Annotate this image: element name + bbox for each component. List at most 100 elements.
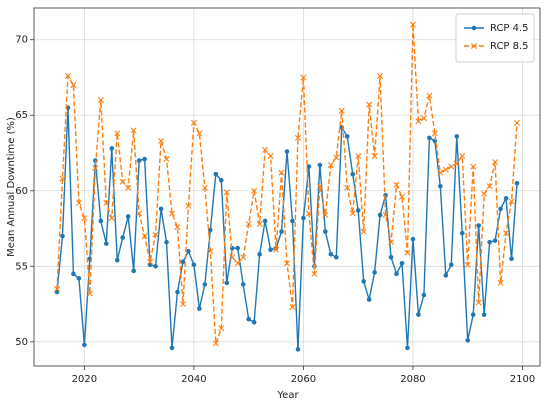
point xyxy=(120,235,126,240)
point xyxy=(497,279,504,286)
point xyxy=(316,183,323,190)
point xyxy=(70,82,77,89)
point xyxy=(207,248,214,255)
point xyxy=(415,118,422,125)
point xyxy=(453,160,460,167)
point xyxy=(492,159,499,166)
point xyxy=(142,156,147,162)
point xyxy=(245,221,252,227)
y-tick-label: 70 xyxy=(15,35,28,46)
line xyxy=(56,107,518,350)
y-tick-label: 60 xyxy=(15,186,28,197)
point xyxy=(481,190,488,197)
point xyxy=(64,72,71,79)
point xyxy=(470,163,477,170)
point xyxy=(300,74,307,81)
point xyxy=(158,137,165,144)
point xyxy=(372,270,377,275)
point xyxy=(273,246,280,253)
point xyxy=(153,264,158,269)
x-tick-label: 2080 xyxy=(400,374,425,385)
point xyxy=(267,153,274,160)
point xyxy=(377,72,384,79)
point xyxy=(355,208,361,213)
point xyxy=(420,115,427,122)
point xyxy=(487,239,492,245)
point xyxy=(257,251,262,257)
point xyxy=(377,212,383,218)
point xyxy=(399,193,405,200)
point xyxy=(60,233,65,239)
point xyxy=(125,214,131,219)
x-tick-label: 2060 xyxy=(291,374,316,385)
legend-box xyxy=(455,13,535,63)
point xyxy=(284,149,290,154)
point xyxy=(103,199,110,206)
point xyxy=(431,130,438,137)
point xyxy=(59,175,66,182)
point xyxy=(432,138,438,144)
point xyxy=(224,280,230,286)
point xyxy=(97,97,104,104)
point xyxy=(410,236,416,242)
point xyxy=(164,239,169,245)
point xyxy=(459,230,465,236)
point xyxy=(240,254,247,261)
point xyxy=(179,301,186,308)
point xyxy=(333,154,340,161)
point xyxy=(196,130,203,137)
point xyxy=(109,146,115,151)
y-tick-label: 50 xyxy=(15,337,28,348)
legend-marker xyxy=(471,25,477,31)
point xyxy=(152,231,159,238)
point xyxy=(366,297,372,302)
line xyxy=(56,24,518,344)
point xyxy=(476,223,481,228)
y-tick-label: 55 xyxy=(15,261,28,272)
point xyxy=(294,134,301,141)
point xyxy=(361,279,366,284)
point xyxy=(114,257,120,263)
point xyxy=(201,184,208,191)
point xyxy=(514,119,520,126)
point xyxy=(186,248,191,254)
point xyxy=(322,211,329,218)
point xyxy=(509,256,514,262)
point xyxy=(366,101,373,108)
point xyxy=(514,180,520,186)
point xyxy=(427,135,432,141)
point xyxy=(355,153,362,160)
point xyxy=(448,262,454,268)
point xyxy=(448,163,455,170)
point xyxy=(295,347,301,352)
point xyxy=(54,285,60,292)
point xyxy=(234,260,241,267)
point xyxy=(475,299,482,306)
point xyxy=(212,340,219,347)
point xyxy=(81,214,88,221)
point xyxy=(416,312,421,317)
point xyxy=(213,171,219,177)
point xyxy=(191,262,197,268)
point xyxy=(371,153,378,160)
point xyxy=(82,342,87,348)
point xyxy=(136,158,142,163)
point xyxy=(305,210,312,217)
point xyxy=(262,218,268,224)
point xyxy=(208,227,213,233)
point xyxy=(278,169,285,176)
point xyxy=(404,249,411,256)
point xyxy=(246,316,251,322)
point xyxy=(350,171,356,177)
point xyxy=(301,215,306,221)
point xyxy=(86,290,93,297)
plot-frame xyxy=(33,7,541,367)
point xyxy=(382,211,389,218)
x-tick-label: 2040 xyxy=(181,374,206,385)
point xyxy=(108,214,115,221)
point xyxy=(349,210,356,217)
point xyxy=(125,184,132,191)
point xyxy=(442,166,449,173)
point xyxy=(328,251,334,257)
